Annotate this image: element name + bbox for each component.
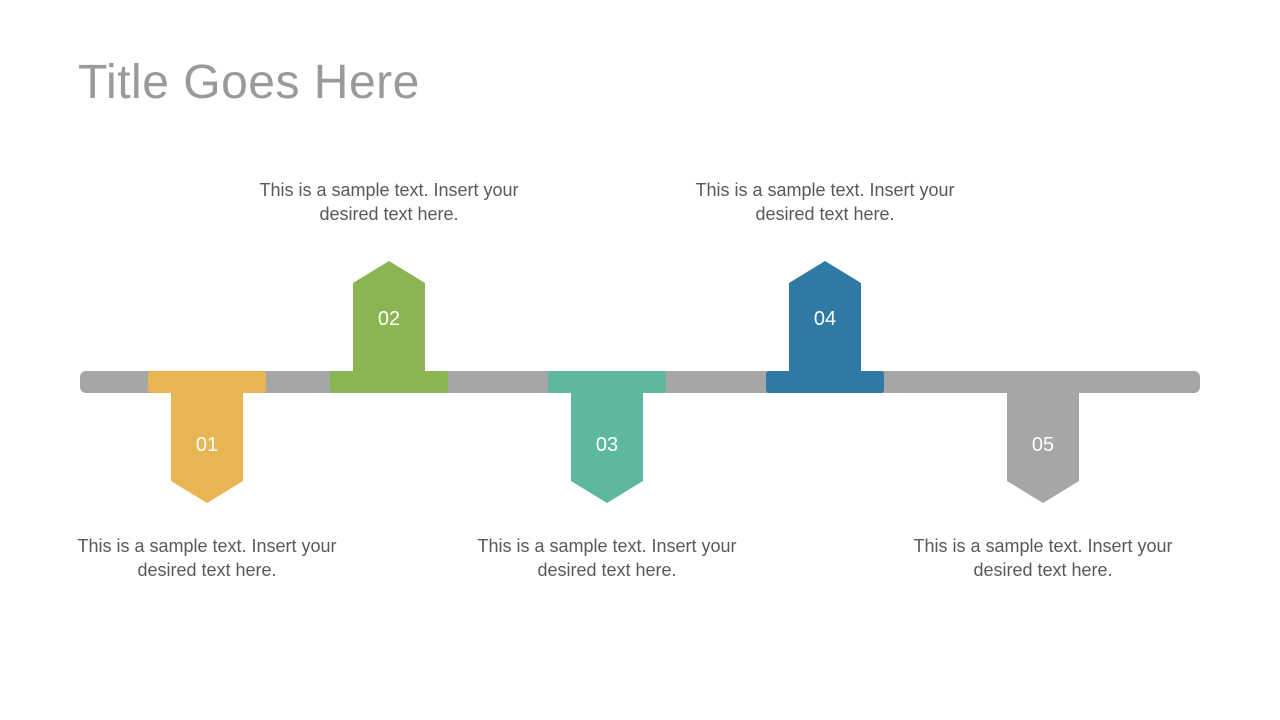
step-number-01: 01 [196,434,218,457]
step-tag-05: 05 [1007,393,1079,481]
step-caption-05: This is a sample text. Insert your desir… [913,534,1173,583]
step-caption-02: This is a sample text. Insert your desir… [259,178,519,227]
step-number-03: 03 [596,434,618,457]
step-tag-01: 01 [171,393,243,481]
step-base-01 [148,371,266,393]
step-base-02 [330,371,448,393]
step-caption-04: This is a sample text. Insert your desir… [695,178,955,227]
step-tag-03: 03 [571,393,643,481]
step-base-04 [766,371,884,393]
step-tag-04: 04 [789,283,861,371]
step-base-03 [548,371,666,393]
step-base-05 [984,371,1102,393]
step-tag-02: 02 [353,283,425,371]
step-caption-03: This is a sample text. Insert your desir… [477,534,737,583]
step-caption-01: This is a sample text. Insert your desir… [77,534,337,583]
step-number-02: 02 [378,308,400,331]
page-title: Title Goes Here [78,55,420,110]
step-number-04: 04 [814,308,836,331]
step-number-05: 05 [1032,434,1054,457]
